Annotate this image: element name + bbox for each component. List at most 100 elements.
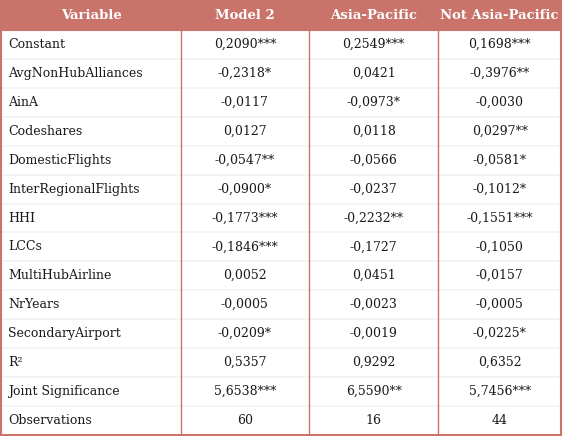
Text: -0,0209*: -0,0209*	[218, 327, 272, 340]
Text: 0,0118: 0,0118	[352, 125, 395, 138]
Bar	[1, 117, 180, 146]
Bar	[180, 319, 309, 348]
Text: -0,2318*: -0,2318*	[218, 67, 272, 80]
Bar	[309, 88, 438, 117]
Bar	[180, 30, 309, 59]
Bar	[180, 204, 309, 232]
Text: -0,1050: -0,1050	[476, 240, 524, 253]
Text: -0,1773***: -0,1773***	[211, 211, 278, 225]
Text: LCCs: LCCs	[8, 240, 42, 253]
Bar	[1, 348, 180, 377]
Text: -0,3976**: -0,3976**	[469, 67, 530, 80]
Bar	[438, 175, 561, 204]
Text: -0,1551***: -0,1551***	[466, 211, 533, 225]
Text: -0,0973*: -0,0973*	[347, 96, 401, 109]
Bar	[438, 146, 561, 175]
Bar	[309, 117, 438, 146]
Text: -0,0900*: -0,0900*	[218, 183, 272, 196]
Bar	[1, 175, 180, 204]
Text: -0,0030: -0,0030	[476, 96, 524, 109]
Text: -0,0005: -0,0005	[221, 298, 269, 311]
Bar	[438, 117, 561, 146]
Bar	[438, 406, 561, 435]
Bar	[309, 1, 438, 30]
Bar	[438, 377, 561, 406]
Bar	[1, 406, 180, 435]
Text: AinA: AinA	[8, 96, 38, 109]
Bar	[1, 1, 180, 30]
Bar	[180, 117, 309, 146]
Text: Constant: Constant	[8, 38, 65, 51]
Bar	[309, 175, 438, 204]
Bar	[309, 59, 438, 88]
Text: Asia-Pacific: Asia-Pacific	[330, 9, 417, 22]
Bar	[180, 406, 309, 435]
Bar	[438, 59, 561, 88]
Text: NrYears: NrYears	[8, 298, 60, 311]
Text: SecondaryAirport: SecondaryAirport	[8, 327, 121, 340]
Bar	[438, 232, 561, 261]
Text: AvgNonHubAlliances: AvgNonHubAlliances	[8, 67, 143, 80]
Bar	[309, 146, 438, 175]
Text: 60: 60	[237, 414, 253, 427]
Text: 0,2549***: 0,2549***	[343, 38, 405, 51]
Bar	[180, 348, 309, 377]
Text: 5,6538***: 5,6538***	[214, 385, 276, 398]
Text: MultiHubAirline: MultiHubAirline	[8, 269, 112, 282]
Bar	[438, 348, 561, 377]
Bar	[309, 319, 438, 348]
Bar	[1, 377, 180, 406]
Bar	[1, 261, 180, 290]
Text: 44: 44	[492, 414, 508, 427]
Text: 0,2090***: 0,2090***	[214, 38, 276, 51]
Text: DomesticFlights: DomesticFlights	[8, 154, 111, 167]
Bar	[180, 88, 309, 117]
Text: Codeshares: Codeshares	[8, 125, 83, 138]
Text: HHI: HHI	[8, 211, 35, 225]
Text: -0,1012*: -0,1012*	[473, 183, 527, 196]
Bar	[438, 30, 561, 59]
Text: R²: R²	[8, 356, 22, 369]
Text: Not Asia-Pacific: Not Asia-Pacific	[441, 9, 559, 22]
Bar	[438, 204, 561, 232]
Text: 0,0421: 0,0421	[352, 67, 395, 80]
Bar	[180, 146, 309, 175]
Text: 0,1698***: 0,1698***	[468, 38, 531, 51]
Bar	[438, 1, 561, 30]
Text: -0,2232**: -0,2232**	[344, 211, 404, 225]
Bar	[180, 59, 309, 88]
Text: -0,0023: -0,0023	[350, 298, 398, 311]
Bar	[1, 290, 180, 319]
Bar	[438, 261, 561, 290]
Bar	[1, 146, 180, 175]
Bar	[309, 377, 438, 406]
Bar	[180, 1, 309, 30]
Text: -0,0581*: -0,0581*	[473, 154, 527, 167]
Bar	[180, 175, 309, 204]
Text: 6,5590**: 6,5590**	[346, 385, 402, 398]
Text: -0,0019: -0,0019	[350, 327, 398, 340]
Text: -0,0547**: -0,0547**	[215, 154, 275, 167]
Bar	[309, 261, 438, 290]
Bar	[438, 290, 561, 319]
Text: -0,1846***: -0,1846***	[211, 240, 278, 253]
Text: -0,0005: -0,0005	[476, 298, 524, 311]
Text: 0,0052: 0,0052	[223, 269, 266, 282]
Bar	[180, 377, 309, 406]
Text: Joint Significance: Joint Significance	[8, 385, 120, 398]
Bar	[438, 88, 561, 117]
Bar	[1, 319, 180, 348]
Text: 0,0127: 0,0127	[223, 125, 266, 138]
Text: Variable: Variable	[61, 9, 121, 22]
Text: -0,0157: -0,0157	[476, 269, 524, 282]
Bar	[1, 30, 180, 59]
Text: 0,0297**: 0,0297**	[472, 125, 528, 138]
Text: -0,0225*: -0,0225*	[473, 327, 527, 340]
Bar	[438, 319, 561, 348]
Text: -0,0117: -0,0117	[221, 96, 269, 109]
Text: Observations: Observations	[8, 414, 92, 427]
Bar	[1, 204, 180, 232]
Bar	[180, 261, 309, 290]
Text: 0,5357: 0,5357	[223, 356, 266, 369]
Bar	[1, 88, 180, 117]
